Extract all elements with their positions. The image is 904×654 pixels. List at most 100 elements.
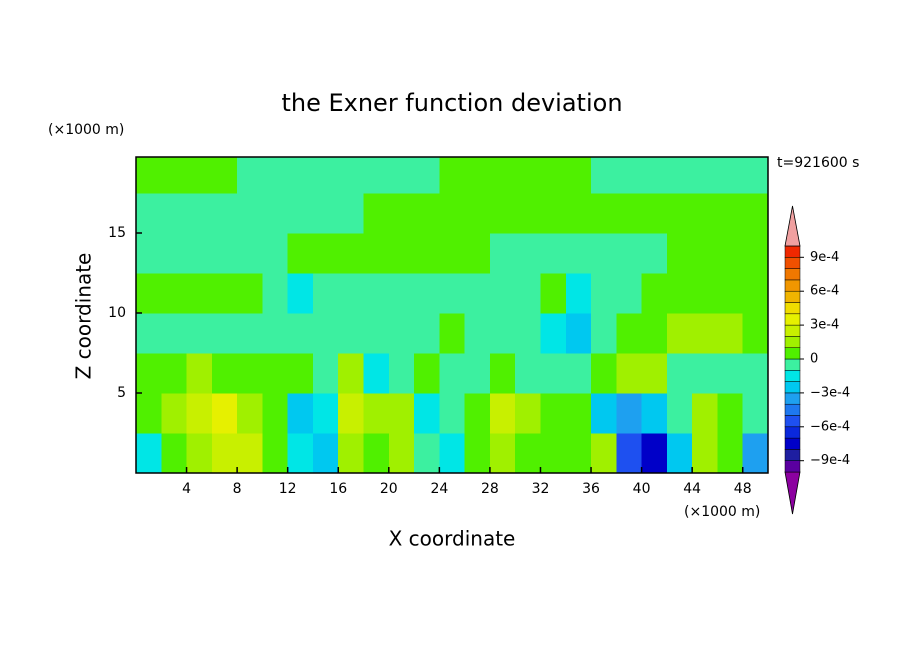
contour-cell: [489, 193, 516, 234]
contour-cell: [616, 157, 643, 194]
colorbar-band: [784, 245, 801, 258]
contour-cell: [742, 393, 768, 434]
contour-cell: [211, 273, 238, 314]
contour-cell: [338, 353, 365, 394]
contour-cell: [641, 157, 668, 194]
contour-cell: [338, 433, 365, 473]
contour-cell: [540, 313, 567, 354]
contour-cell: [136, 393, 162, 434]
contour-cell: [616, 273, 643, 314]
x-tick-label: 16: [329, 481, 347, 497]
contour-cell: [211, 233, 238, 274]
colorbar-tick-label: −9e-4: [810, 453, 850, 468]
contour-cell: [666, 233, 693, 274]
plot-frame: [135, 156, 769, 474]
contour-cell: [287, 393, 314, 434]
contour-cell: [186, 433, 213, 473]
x-tick-label: 36: [582, 481, 600, 497]
contour-cell: [388, 193, 415, 234]
contour-cell: [186, 273, 213, 314]
chart-title: the Exner function deviation: [281, 89, 622, 117]
contour-cell: [338, 233, 365, 274]
contour-cell: [237, 393, 263, 434]
contour-cell: [363, 273, 390, 314]
colorbar-band: [784, 290, 801, 303]
contour-cell: [641, 433, 668, 473]
contour-cell: [464, 313, 491, 354]
contour-cell: [717, 433, 744, 473]
contour-cell: [211, 193, 238, 234]
contour-cell: [388, 353, 415, 394]
contour-cell: [540, 157, 567, 194]
contour-cell: [237, 433, 263, 473]
contour-cell: [464, 273, 491, 314]
contour-cell: [161, 193, 188, 234]
contour-cell: [464, 233, 491, 274]
contour-cell: [464, 353, 491, 394]
contour-cell: [616, 233, 643, 274]
colorbar-band: [784, 381, 801, 394]
contour-cell: [161, 353, 188, 394]
contour-cell: [464, 157, 491, 194]
contour-cell: [388, 273, 415, 314]
contour-cell: [464, 433, 491, 473]
colorbar-tick-label: 0: [810, 352, 818, 367]
contour-cell: [211, 313, 238, 354]
contour-cell: [565, 313, 592, 354]
contour-cell: [363, 313, 390, 354]
contour-cell: [616, 353, 643, 394]
x-tick-label: 32: [532, 481, 550, 497]
contour-cell: [388, 313, 415, 354]
contour-cell: [262, 393, 289, 434]
contour-cell: [591, 193, 617, 234]
contour-cell: [616, 433, 643, 473]
colorbar-band: [784, 426, 801, 439]
contour-cell: [565, 353, 592, 394]
contour-cell: [666, 353, 693, 394]
colorbar-tick-label: 9e-4: [810, 250, 839, 265]
contour-cell: [287, 433, 314, 473]
contour-cell: [262, 157, 289, 194]
contour-cell: [565, 233, 592, 274]
contour-cell: [388, 157, 415, 194]
contour-cell: [666, 393, 693, 434]
colorbar-band: [784, 392, 801, 405]
contour-cell: [414, 157, 440, 194]
contour-cell: [262, 233, 289, 274]
contour-cell: [338, 157, 365, 194]
contour-cell: [414, 273, 440, 314]
colorbar-tick-label: −6e-4: [810, 419, 850, 434]
contour-cell: [211, 433, 238, 473]
contour-cell: [363, 433, 390, 473]
contour-cell: [136, 433, 162, 473]
colorbar-band: [784, 437, 801, 450]
contour-cell: [692, 233, 718, 274]
contour-cell: [515, 353, 541, 394]
contour-cell: [287, 353, 314, 394]
contour-cell: [565, 393, 592, 434]
contour-cell: [540, 433, 567, 473]
contour-cell: [742, 233, 768, 274]
colorbar-band: [784, 403, 801, 416]
contour-cell: [692, 313, 718, 354]
contour-cell: [591, 233, 617, 274]
contour-cell: [136, 313, 162, 354]
contour-cell: [136, 353, 162, 394]
contour-cell: [742, 157, 768, 194]
contour-cell: [439, 313, 466, 354]
contour-cell: [237, 157, 263, 194]
contour-cell: [312, 157, 339, 194]
contour-cell: [666, 193, 693, 234]
contour-cell: [287, 313, 314, 354]
contour-cell: [641, 233, 668, 274]
x-tick-label: 44: [683, 481, 701, 497]
contour-cell: [489, 233, 516, 274]
contour-cell: [489, 393, 516, 434]
contour-cell: [136, 273, 162, 314]
colorbar-extend-high: [784, 205, 801, 247]
contour-cell: [186, 157, 213, 194]
contour-cell: [312, 233, 339, 274]
contour-cell: [439, 233, 466, 274]
contour-cell: [692, 157, 718, 194]
contour-cell: [692, 393, 718, 434]
